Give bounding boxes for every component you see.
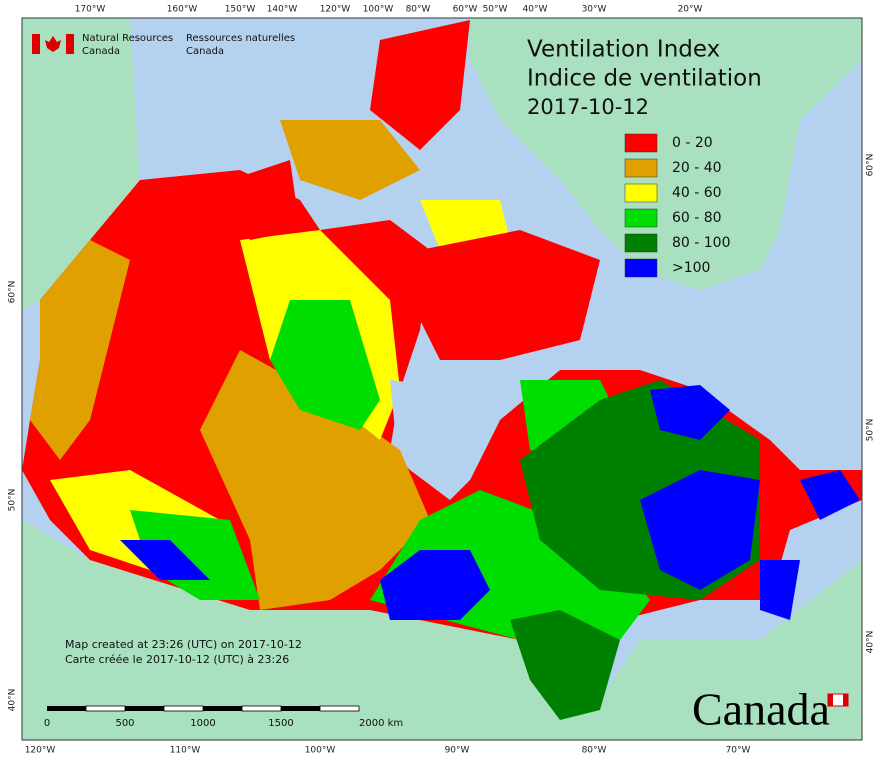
lon-label: 90°W	[445, 746, 470, 756]
canada-wordmark-flag	[827, 693, 849, 707]
scale-segment	[281, 706, 320, 711]
lon-label: 110°W	[170, 746, 201, 756]
zone-blue	[800, 470, 860, 520]
flag-bar	[66, 34, 74, 54]
scale-label: 500	[115, 718, 134, 729]
legend-swatch	[624, 158, 658, 178]
ventilation-zones	[22, 20, 862, 720]
lat-label: 60°N	[8, 281, 18, 304]
scale-segment	[241, 705, 282, 712]
map-note: Carte créée le 2017-10-12 (UTC) à 23:26	[65, 653, 289, 666]
zone-blue	[650, 385, 730, 440]
hudson-bay	[390, 380, 500, 480]
land	[22, 18, 862, 740]
scale-segment	[163, 705, 204, 712]
lon-label: 170°W	[75, 5, 106, 15]
legend-label: 0 - 20	[672, 135, 713, 151]
legend-label: 40 - 60	[672, 185, 722, 201]
canada-wordmark: Canada	[692, 684, 830, 735]
lon-label: 100°W	[305, 746, 336, 756]
zone-blue	[380, 550, 490, 620]
scale-segment	[47, 706, 86, 711]
credit-text: Ressources naturelles	[186, 33, 295, 44]
credit-text: Canada	[82, 46, 120, 57]
scale-label: 2000 km	[359, 718, 403, 729]
legend-label: >100	[672, 260, 710, 276]
legend-swatch	[624, 208, 658, 228]
map-title: Ventilation Index	[527, 37, 720, 63]
arctic-island	[420, 230, 600, 360]
zone-orange	[30, 240, 130, 460]
zone-green	[270, 300, 380, 430]
lon-label: 120°W	[320, 5, 351, 15]
lat-label: 50°N	[866, 419, 876, 442]
lon-label: 140°W	[267, 5, 298, 15]
usa	[22, 520, 862, 740]
arctic-island	[370, 20, 470, 150]
arctic-island	[280, 120, 420, 200]
credit-text: Natural Resources	[82, 33, 173, 44]
map-title: Indice de ventilation	[527, 66, 762, 92]
legend-swatch	[624, 233, 658, 253]
scale-segment	[203, 706, 242, 711]
map-note: Map created at 23:26 (UTC) on 2017-10-12	[65, 638, 302, 651]
legend-label: 20 - 40	[672, 160, 722, 176]
lon-label: 50°W	[483, 5, 508, 15]
map-frame	[21, 17, 863, 741]
zone-darkgreen	[510, 610, 620, 720]
credit-text: Canada	[186, 46, 224, 57]
zone-blue	[120, 540, 210, 580]
flag-leaf	[45, 36, 61, 52]
scale-bar: 0 500 1000 1500 2000 km	[44, 705, 403, 729]
zone-blue	[760, 560, 800, 620]
lat-label: 50°N	[8, 489, 18, 512]
lon-label: 30°W	[582, 5, 607, 15]
scale-segment	[85, 705, 126, 712]
lon-label: 100°W	[363, 5, 394, 15]
scale-segment	[125, 706, 164, 711]
lon-label: 120°W	[25, 746, 56, 756]
flag-bar	[32, 34, 40, 54]
lon-label: 80°W	[406, 5, 431, 15]
lon-label: 20°W	[678, 5, 703, 15]
greenland	[470, 18, 862, 290]
scale-segment	[319, 705, 360, 712]
lat-label: 60°N	[866, 154, 876, 177]
lon-label: 70°W	[726, 746, 751, 756]
lat-label: 40°N	[8, 689, 18, 712]
flag-bar	[828, 694, 833, 706]
zone-blue	[640, 470, 760, 590]
lon-label: 40°W	[523, 5, 548, 15]
lon-label: 80°W	[582, 746, 607, 756]
scale-label: 1000	[190, 718, 215, 729]
legend-swatch	[624, 133, 658, 153]
legend-label: 80 - 100	[672, 235, 731, 251]
lon-label: 160°W	[167, 5, 198, 15]
flag-bar	[843, 694, 848, 706]
scale-label: 0	[44, 718, 50, 729]
alaska	[22, 18, 140, 310]
map-title: 2017-10-12	[527, 95, 649, 119]
legend-swatch	[624, 258, 658, 278]
zone-orange	[200, 350, 430, 610]
legend-swatch	[624, 183, 658, 203]
nrcan-logo	[32, 34, 74, 54]
lon-label: 150°W	[225, 5, 256, 15]
arctic-island	[230, 160, 300, 240]
lon-label: 60°W	[453, 5, 478, 15]
legend-label: 60 - 80	[672, 210, 722, 226]
lat-label: 40°N	[866, 631, 876, 654]
scale-label: 1500	[268, 718, 293, 729]
